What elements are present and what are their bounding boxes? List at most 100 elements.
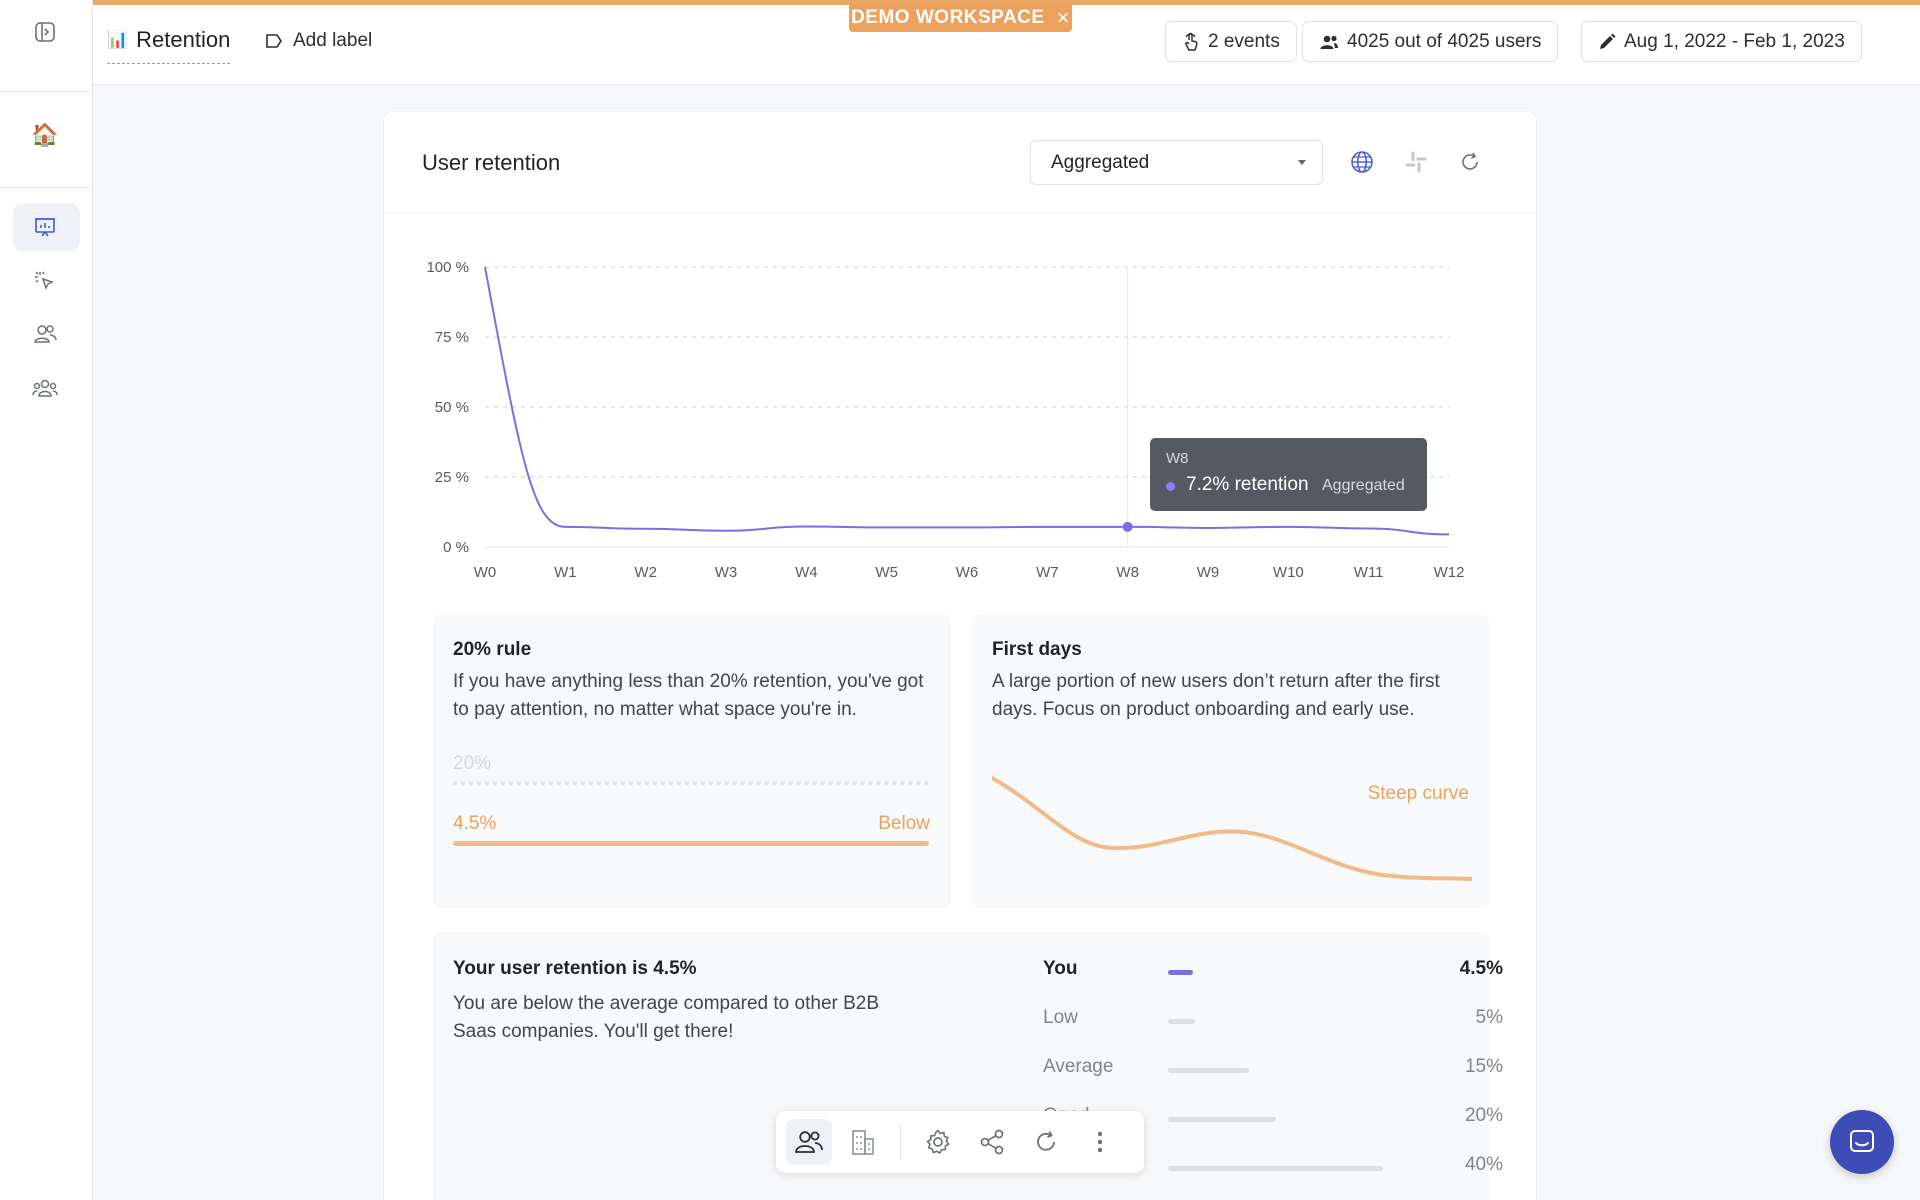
company-view-button[interactable] [840,1119,886,1165]
benchmark-bar [1168,1117,1276,1122]
top-accent-line [0,0,1920,5]
more-button[interactable] [1077,1119,1123,1165]
y-tick-label: 0 % [443,539,469,556]
x-tick-label: W1 [554,564,577,581]
chat-launcher-button[interactable] [1830,1110,1894,1174]
tag-icon [266,34,282,48]
building-icon [852,1130,874,1155]
more-vertical-icon [1097,1131,1103,1153]
x-tick-label: W5 [875,564,898,581]
first-days-text: A large portion of new users don’t retur… [992,671,1440,720]
rule-value-bar [453,841,929,846]
x-tick-label: W11 [1354,564,1384,581]
presentation-chart-icon[interactable] [30,212,60,242]
x-tick-label: W0 [474,564,497,581]
users-icon[interactable] [30,319,60,349]
share-button[interactable] [969,1119,1015,1165]
chart-emoji-icon: 📊 [107,30,129,49]
group-icon[interactable] [30,373,60,403]
add-label-text: Add label [293,30,373,51]
users-icon [1320,35,1338,49]
rule-title: 20% rule [453,639,532,660]
benchmark-bar [1168,1068,1249,1073]
refresh-icon [1037,1131,1055,1151]
benchmark-row: Average 15% [1043,1056,1503,1086]
tooltip-series: Aggregated [1322,477,1405,494]
benchmark-bar [1168,1166,1383,1171]
benchmark-value: 5% [1475,1007,1503,1028]
x-tick-label: W9 [1197,564,1220,581]
benchmark-text: You are below the average compared to ot… [453,993,880,1042]
sidebar: 🏠 [0,0,93,1200]
settings-button[interactable] [915,1119,961,1165]
rule-threshold-label: 20% [453,753,492,774]
benchmark-value: 20% [1464,1105,1503,1126]
x-tick-label: W3 [715,564,738,581]
chevron-down-icon [1298,160,1306,165]
cursor-click-icon[interactable] [30,266,60,296]
rule-value: 4.5% [453,813,497,834]
view-select-value: Aggregated [1051,151,1150,173]
demo-workspace-badge: DEMO WORKSPACE × [849,4,1072,32]
rule-text: If you have anything less than 20% reten… [453,671,924,720]
sidebar-toggle-icon[interactable] [30,17,60,47]
steep-curve-tag: Steep curve [1367,783,1469,804]
benchmark-value: 15% [1464,1056,1503,1077]
benchmark-row: You 4.5% [1043,958,1503,988]
retention-chart: 0 % 25 % 50 % 75 % 100 % W0 W1 W2 W3 W4 W5 W6 W7 W8 W9… [384,213,1538,613]
benchmark-label: Average [1043,1056,1114,1077]
date-range-text: Aug 1, 2022 - Feb 1, 2023 [1624,30,1845,52]
series-line [484,266,1450,536]
slack-icon[interactable] [1402,148,1430,176]
x-tick-label: W2 [634,564,657,581]
benchmark-value: 40% [1464,1154,1503,1175]
benchmark-label: Low [1043,1007,1078,1028]
users-filter-button[interactable]: 4025 out of 4025 users [1302,21,1559,62]
users-count: 4025 out of 4025 users [1347,30,1542,52]
retention-line-chart[interactable]: 0 % 25 % 50 % 75 % 100 % W0 W1 W2 W3 W4 W5 W6 W7 W8 W9… [384,213,1538,613]
report-title-text: Retention [136,27,231,52]
pointer-icon [1185,32,1198,51]
chart-tooltip: W8 7.2% retention Aggregated [1150,438,1427,511]
first-days-box: First days A large portion of new users … [972,614,1490,908]
users-icon [795,1131,823,1153]
benchmark-bar [1168,1019,1195,1024]
benchmark-label: You [1043,958,1078,979]
floating-toolbar [776,1111,1144,1173]
share-icon [980,1129,1004,1155]
refresh-button[interactable] [1023,1119,1069,1165]
refresh-icon[interactable] [1456,148,1484,176]
events-filter-button[interactable]: 2 events [1165,21,1297,62]
people-view-button[interactable] [786,1119,832,1165]
report-title[interactable]: 📊 Retention [107,27,231,64]
rule-status: Below [878,813,930,834]
benchmark-box: Your user retention is 4.5% You are belo… [433,932,1503,1200]
view-select[interactable]: Aggregated [1030,140,1323,185]
events-count: 2 events [1208,30,1280,52]
retention-card: User retention Aggregated 0 % 25 % 50 % 75 … [383,111,1537,1200]
date-range-button[interactable]: Aug 1, 2022 - Feb 1, 2023 [1581,21,1862,62]
card-title: User retention [422,150,561,175]
threshold-dotted-line [453,781,929,785]
benchmark-title: Your user retention is 4.5% [453,958,697,979]
close-icon[interactable]: × [1056,5,1070,30]
x-tick-label: W12 [1434,564,1465,581]
demo-workspace-label: DEMO WORKSPACE [851,7,1045,28]
rule-box: 20% rule If you have anything less than … [433,614,951,908]
add-label-button[interactable]: Add label [265,30,372,52]
tooltip-series-dot [1166,482,1175,491]
steep-curve-illustration [992,776,1472,881]
house-icon[interactable]: 🏠 [31,122,59,147]
benchmark-row: Low 5% [1043,1007,1503,1037]
toolbar-divider [900,1125,901,1159]
x-tick-label: W4 [795,564,818,581]
y-tick-label: 50 % [435,399,469,416]
tooltip-value: 7.2% retention [1186,474,1309,495]
first-days-title: First days [992,639,1082,660]
globe-icon[interactable] [1348,148,1376,176]
sidebar-divider [0,91,93,92]
sidebar-item-reports-active-bg [13,203,80,251]
pencil-icon [1600,33,1616,49]
x-tick-label: W7 [1036,564,1059,581]
y-tick-label: 100 % [426,259,469,276]
